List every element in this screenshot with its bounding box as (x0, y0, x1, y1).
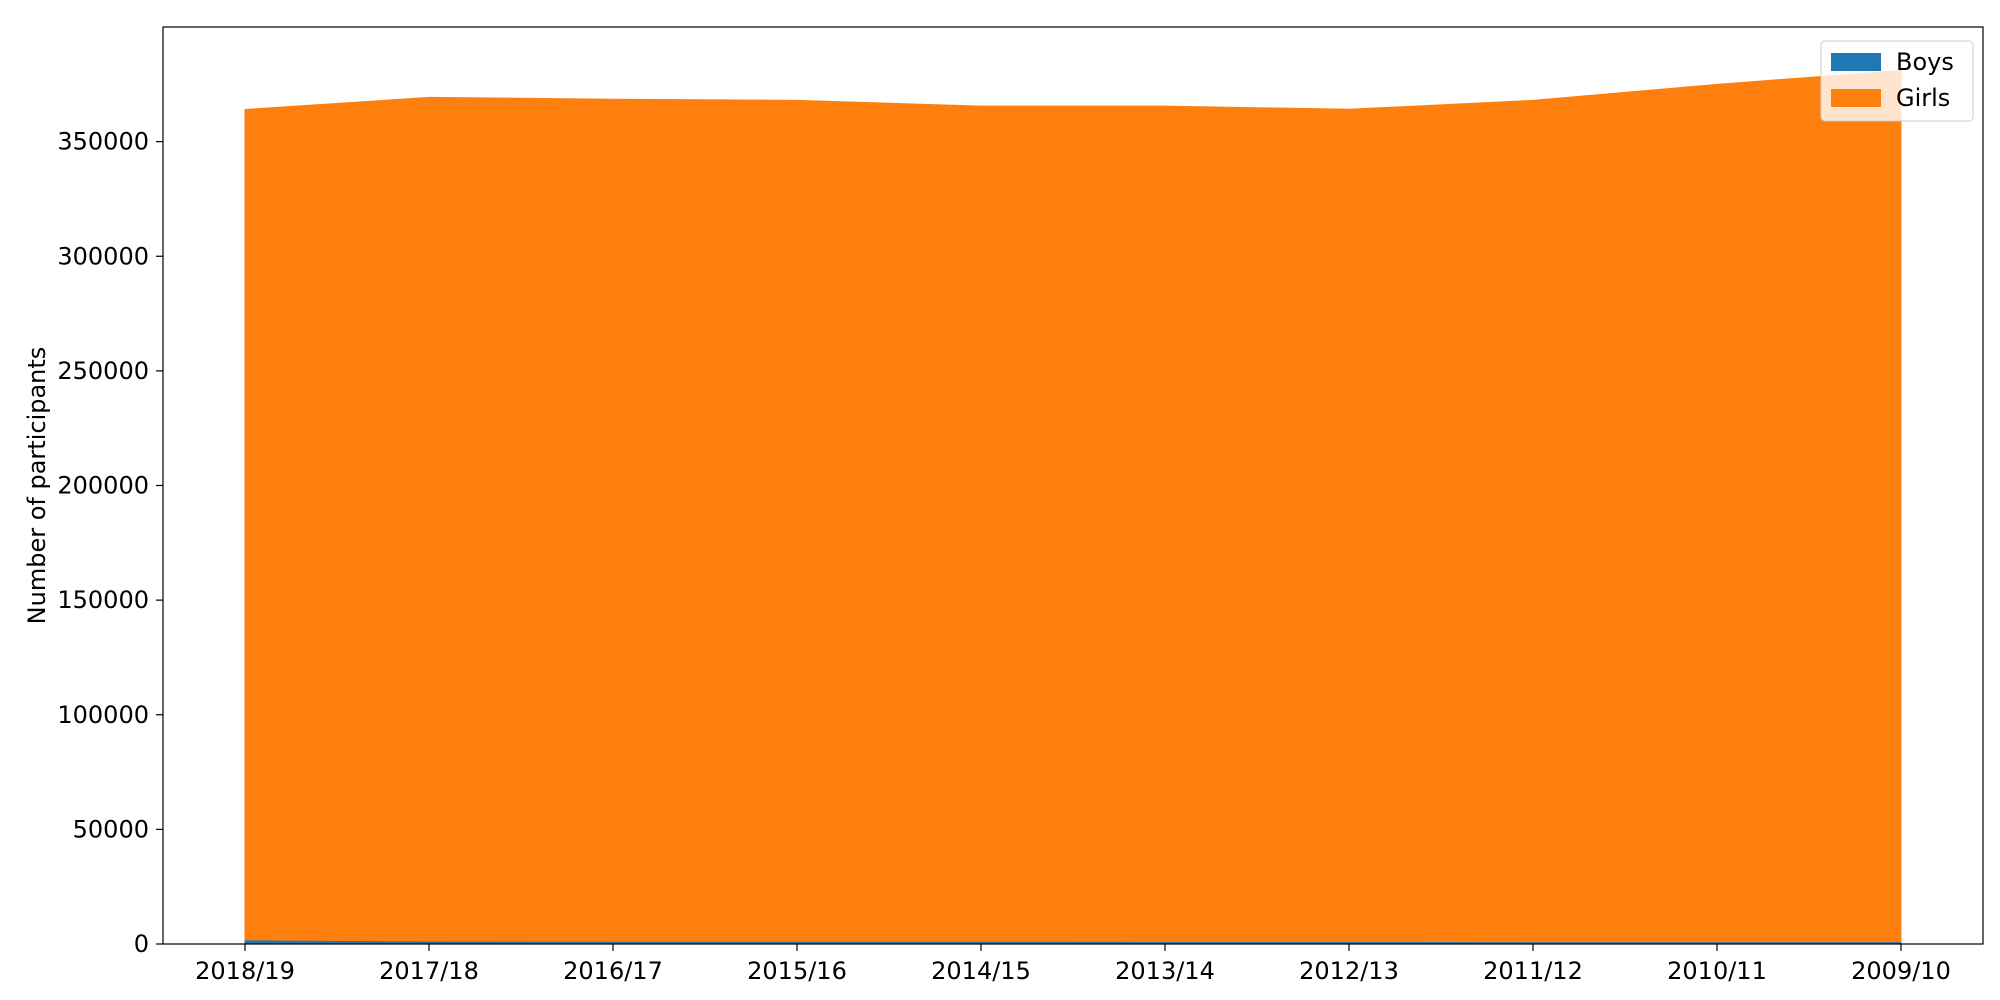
y-tick-label: 350000 (57, 128, 149, 156)
areas-layer (244, 70, 1902, 945)
y-tick-label: 250000 (57, 357, 149, 385)
x-tick-label: 2014/15 (931, 957, 1031, 985)
x-tick-label: 2016/17 (563, 957, 663, 985)
y-axis-label: Number of participants (23, 347, 51, 625)
x-tick-label: 2011/12 (1483, 957, 1583, 985)
y-tick-label: 150000 (57, 586, 149, 614)
y-axis: 0 50000 100000 150000 200000 250000 300000 3500… (57, 128, 163, 958)
x-tick-label: 2009/10 (1851, 957, 1951, 985)
x-tick-label: 2017/18 (379, 957, 479, 985)
x-tick-label: 2010/11 (1667, 957, 1767, 985)
legend-label-boys: Boys (1896, 48, 1954, 76)
x-tick-label: 2018/19 (195, 957, 295, 985)
area-series-girls (244, 70, 1902, 943)
legend-swatch-boys (1831, 53, 1881, 71)
legend: Boys Girls (1820, 40, 1974, 122)
y-tick-label: 50000 (73, 815, 149, 843)
y-tick-label: 0 (134, 930, 149, 958)
x-tick-label: 2015/16 (747, 957, 847, 985)
y-tick-label: 300000 (57, 242, 149, 270)
x-axis: 2018/19 2017/18 2016/17 2015/16 2014/15 2013/… (195, 944, 1951, 985)
y-tick-label: 100000 (57, 701, 149, 729)
x-tick-label: 2013/14 (1115, 957, 1215, 985)
y-tick-label: 200000 (57, 472, 149, 500)
legend-label-girls: Girls (1896, 84, 1950, 112)
x-tick-label: 2012/13 (1299, 957, 1399, 985)
legend-swatch-girls (1831, 89, 1881, 107)
